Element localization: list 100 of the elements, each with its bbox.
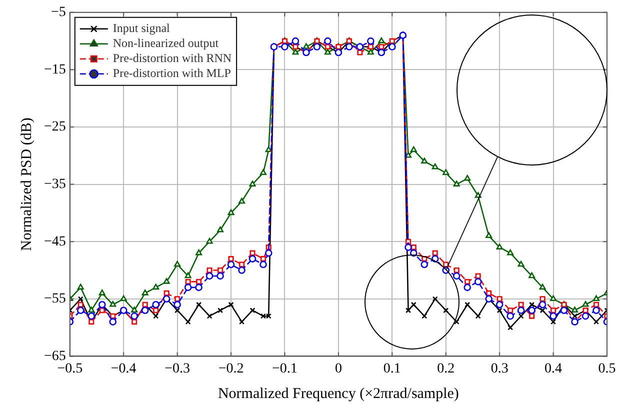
point [238, 266, 246, 274]
point [88, 312, 96, 320]
point [406, 308, 412, 314]
point [454, 319, 460, 325]
point [216, 272, 224, 280]
point [152, 284, 160, 290]
point [582, 300, 589, 307]
point [432, 296, 438, 302]
x-tick-label: −0.4 [110, 361, 136, 376]
y-tick-label: −35 [44, 176, 66, 192]
point [518, 313, 524, 319]
point [464, 278, 470, 284]
point [443, 262, 449, 268]
point [378, 44, 384, 50]
point [550, 312, 557, 320]
point [454, 267, 460, 274]
point [196, 249, 202, 256]
point [196, 302, 202, 308]
point [593, 319, 600, 325]
point [260, 256, 266, 262]
y-axis-title: Normalized PSD (dB) [18, 118, 35, 251]
point [453, 180, 460, 186]
point [218, 308, 224, 314]
x-tick-label: −0.5 [57, 361, 83, 376]
point [529, 313, 535, 319]
point [378, 37, 385, 44]
point [174, 296, 180, 302]
point [239, 319, 245, 325]
y-tick-label: −45 [44, 234, 66, 250]
point [206, 238, 213, 244]
point [421, 158, 428, 164]
point [357, 50, 363, 56]
legend-label: Input signal [112, 21, 171, 36]
legend-label: Pre-distortion with MLP [112, 66, 232, 80]
point [486, 290, 492, 296]
point [464, 174, 471, 181]
point [239, 262, 245, 268]
point [410, 244, 416, 250]
point [227, 260, 235, 268]
point [141, 306, 149, 314]
point [77, 284, 84, 290]
x-tick-label: 0.4 [544, 361, 562, 376]
point [313, 43, 321, 50]
x-tick-label: 0 [334, 361, 342, 376]
point [550, 308, 556, 314]
point [217, 226, 224, 232]
point [109, 318, 117, 326]
point [196, 278, 202, 284]
point [195, 284, 202, 292]
point [78, 302, 84, 308]
point [78, 296, 84, 302]
legend-label: Non-linearized output [112, 36, 220, 50]
point [153, 308, 159, 314]
y-tick-label: −5 [50, 5, 66, 20]
point [422, 313, 428, 319]
point [76, 306, 84, 314]
point [228, 256, 234, 262]
point [540, 308, 546, 314]
point [184, 272, 192, 278]
point [496, 244, 503, 250]
point [281, 43, 288, 50]
point [540, 296, 546, 302]
x-tick-label: 0.3 [490, 361, 508, 376]
point [539, 284, 546, 290]
point [517, 306, 525, 314]
point [250, 250, 256, 256]
point [184, 284, 192, 292]
y-tick-label: −65 [44, 348, 66, 364]
point [228, 302, 234, 308]
point [98, 290, 106, 296]
point [206, 272, 214, 280]
x-tick-label: 0.5 [598, 361, 616, 376]
y-tick-label: −15 [44, 62, 66, 78]
y-tick-label: −25 [44, 120, 66, 135]
x-tick-label: −0.2 [218, 361, 244, 376]
x-tick-label: 0.1 [383, 361, 401, 376]
point [248, 255, 256, 262]
point [206, 267, 212, 274]
point [265, 146, 272, 152]
point [442, 169, 450, 175]
point [528, 272, 536, 278]
point [474, 278, 482, 286]
point [572, 313, 578, 319]
point [324, 37, 332, 45]
point [506, 312, 514, 320]
point [238, 198, 246, 204]
point [550, 319, 556, 325]
point [572, 306, 578, 313]
point [185, 319, 191, 325]
point [174, 300, 181, 308]
point [292, 37, 300, 45]
point [302, 43, 310, 49]
point [410, 146, 417, 152]
point [110, 300, 116, 307]
point [131, 306, 138, 313]
point [249, 180, 256, 186]
point [410, 302, 416, 308]
point [404, 244, 412, 251]
point [185, 278, 191, 284]
point [420, 260, 428, 268]
